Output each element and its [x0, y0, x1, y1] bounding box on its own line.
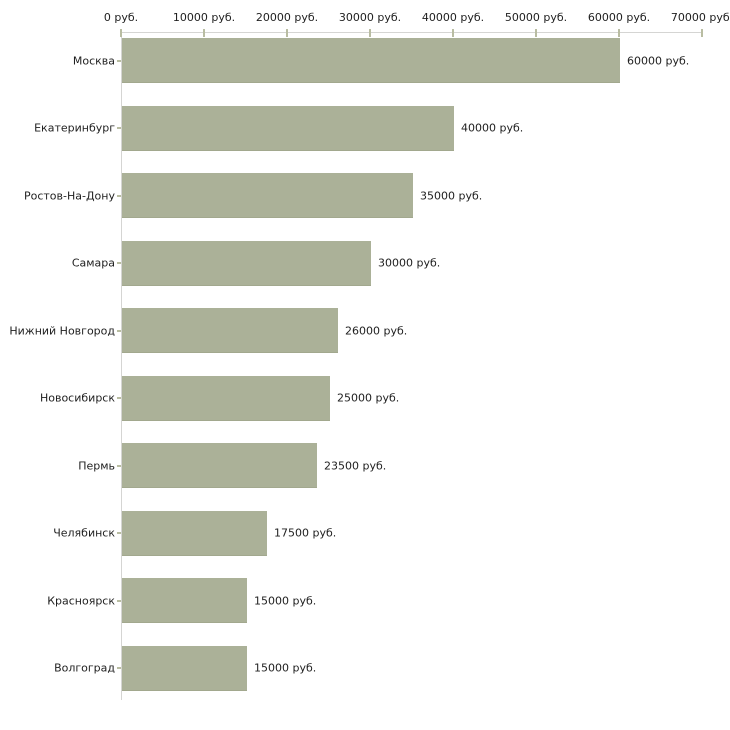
x-axis-tick	[452, 29, 454, 37]
x-axis-tick	[203, 29, 205, 37]
value-label: 26000 руб.	[345, 324, 408, 337]
x-axis-tick-label: 50000 руб.	[504, 11, 568, 24]
category-label: Ростов-На-Дону	[23, 189, 115, 202]
category-label: Екатеринбург	[34, 121, 115, 135]
x-axis-tick-label: 10000 руб.	[172, 11, 236, 24]
category-label: Волгоград	[54, 661, 115, 675]
y-axis-tick	[117, 667, 121, 669]
value-label: 25000 руб.	[337, 391, 400, 405]
bar	[122, 645, 247, 691]
value-label: 17500 руб.	[274, 526, 337, 540]
category-label: Челябинск	[53, 526, 115, 540]
x-axis-tick	[618, 29, 620, 37]
category-label: Пермь	[78, 459, 115, 472]
x-axis-tick-label: 20000 руб.	[255, 11, 319, 24]
x-axis-tick-label: 70000 руб.	[670, 11, 730, 24]
bar	[122, 578, 247, 623]
bar	[122, 510, 267, 556]
value-label: 30000 руб.	[378, 256, 441, 270]
bar	[122, 308, 338, 353]
x-axis-tick-label: 0 руб.	[103, 11, 139, 24]
bar	[122, 240, 371, 286]
y-axis-tick	[117, 59, 121, 62]
x-axis-tick-label: 40000 руб.	[421, 11, 485, 24]
category-label: Самара	[71, 256, 115, 270]
category-label: Новосибирск	[39, 391, 115, 405]
value-label: 40000 руб.	[461, 121, 524, 135]
category-label: Нижний Новгород	[9, 324, 115, 337]
value-label: 23500 руб.	[324, 459, 387, 472]
x-axis-line	[121, 32, 703, 33]
y-axis-line	[121, 32, 122, 700]
y-axis-tick	[117, 397, 121, 399]
bar	[122, 375, 330, 421]
x-axis-tick-label: 30000 руб.	[338, 11, 402, 24]
y-axis-tick	[117, 464, 121, 467]
bar	[122, 38, 620, 83]
value-label: 35000 руб.	[420, 189, 483, 202]
category-label: Москва	[72, 54, 115, 67]
y-axis-tick	[117, 532, 121, 534]
bar	[122, 173, 413, 218]
x-axis-tick-label: 60000 руб.	[587, 11, 651, 24]
y-axis-tick	[117, 127, 121, 129]
y-axis-tick	[117, 262, 121, 264]
x-axis-tick	[369, 29, 371, 37]
y-axis-tick	[117, 599, 121, 602]
x-axis-tick	[701, 29, 703, 37]
x-axis-tick	[535, 29, 537, 37]
x-axis-tick	[286, 29, 288, 37]
x-axis-tick	[120, 29, 122, 37]
value-label: 15000 руб.	[254, 661, 317, 675]
bar	[122, 443, 317, 488]
bar	[122, 105, 454, 151]
y-axis-tick	[117, 194, 121, 197]
value-label: 15000 руб.	[254, 594, 317, 607]
category-label: Красноярск	[47, 594, 115, 607]
value-label: 60000 руб.	[627, 54, 690, 67]
y-axis-tick	[117, 329, 121, 332]
